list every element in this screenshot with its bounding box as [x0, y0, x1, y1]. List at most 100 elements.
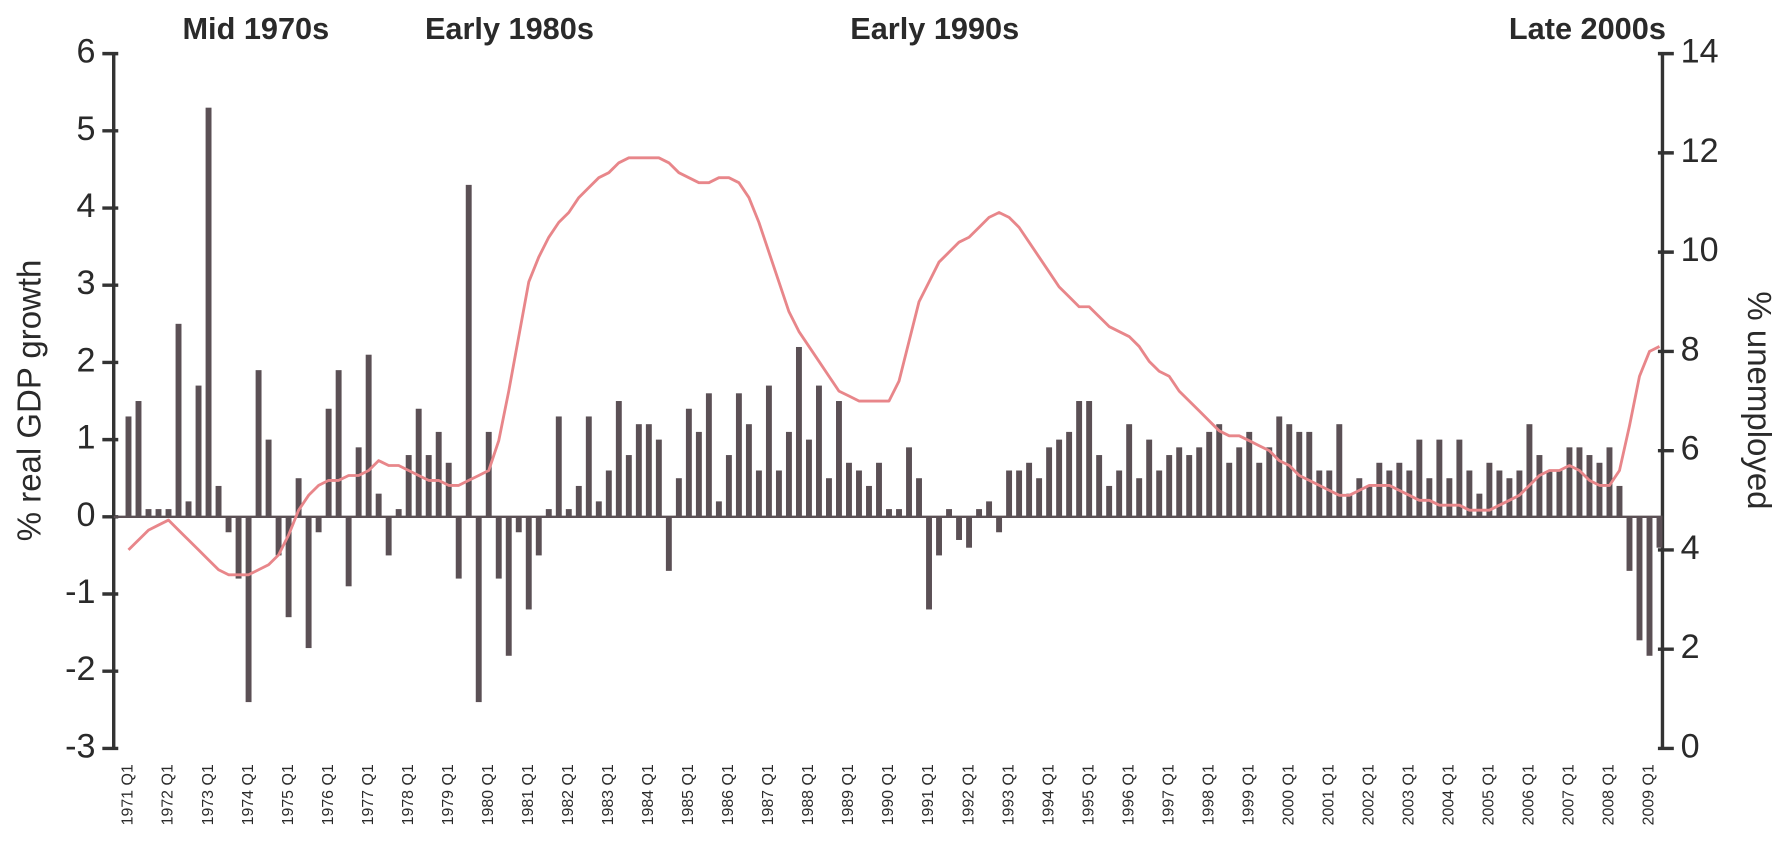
- y-tick-label: -3: [65, 727, 95, 765]
- bar: [1246, 431, 1253, 517]
- bar: [1566, 447, 1573, 517]
- x-tick-label: 2000 Q1: [1280, 764, 1297, 825]
- bar: [635, 424, 642, 517]
- x-tick-label: 1977 Q1: [360, 764, 377, 825]
- bar: [165, 509, 172, 517]
- bar: [1646, 516, 1653, 656]
- bar: [455, 516, 462, 579]
- x-tick-label: 1999 Q1: [1240, 764, 1257, 825]
- bar: [355, 447, 362, 517]
- bar: [655, 439, 662, 517]
- bar: [1536, 455, 1543, 517]
- bar: [1546, 470, 1553, 517]
- y2-tick-label: 4: [1681, 529, 1700, 567]
- y2-tick-label: 2: [1681, 628, 1700, 666]
- bar: [225, 516, 232, 533]
- bar: [1586, 455, 1593, 517]
- bar: [735, 393, 742, 517]
- y2-tick-label: 6: [1681, 430, 1700, 468]
- bar: [1216, 424, 1223, 517]
- bar: [565, 509, 572, 517]
- bar: [1186, 455, 1193, 517]
- y-tick-label: 4: [77, 187, 96, 225]
- bar: [685, 408, 692, 517]
- bar: [1466, 470, 1473, 517]
- bar: [1226, 462, 1233, 517]
- bar: [555, 416, 562, 517]
- bar: [135, 401, 142, 517]
- bar: [665, 516, 672, 571]
- bar: [1256, 462, 1263, 517]
- bar: [295, 478, 302, 517]
- y-tick-label: 5: [77, 110, 96, 148]
- bar: [1606, 447, 1613, 517]
- x-tick-label: 1980 Q1: [480, 764, 497, 825]
- bar: [815, 385, 822, 517]
- bar: [215, 485, 222, 517]
- x-tick-label: 1988 Q1: [800, 764, 817, 825]
- bar: [1176, 447, 1183, 517]
- bar: [986, 501, 993, 517]
- x-tick-label: 1978 Q1: [400, 764, 417, 825]
- y-tick-label: 0: [77, 496, 96, 534]
- x-tick-label: 1987 Q1: [760, 764, 777, 825]
- x-tick-label: 1986 Q1: [720, 764, 737, 825]
- x-tick-label: 1991 Q1: [920, 764, 937, 825]
- bar: [1106, 485, 1113, 517]
- bar: [1636, 516, 1643, 641]
- bar: [1336, 424, 1343, 517]
- bar: [715, 501, 722, 517]
- bar: [1406, 470, 1413, 517]
- x-tick-label: 1984 Q1: [640, 764, 657, 825]
- bar: [916, 478, 922, 517]
- bar: [1326, 470, 1333, 517]
- bar: [1006, 470, 1013, 517]
- bar: [365, 354, 372, 517]
- bar: [996, 516, 1003, 533]
- bar: [1016, 470, 1023, 517]
- bar: [1526, 424, 1533, 517]
- bar: [1086, 401, 1093, 517]
- bar: [775, 470, 782, 517]
- bar: [385, 516, 392, 556]
- bar: [375, 493, 382, 517]
- bar: [1626, 516, 1633, 571]
- bar: [605, 470, 612, 517]
- bar: [1046, 447, 1053, 517]
- annotation: Late 2000s: [1509, 11, 1666, 46]
- x-tick-label: 1982 Q1: [560, 764, 577, 825]
- bar: [836, 401, 842, 517]
- bar: [345, 516, 352, 587]
- bar: [475, 516, 482, 703]
- bar: [1316, 470, 1323, 517]
- bar: [285, 516, 292, 618]
- annotation: Early 1980s: [425, 11, 594, 46]
- bar: [1126, 424, 1133, 517]
- bar: [765, 385, 772, 517]
- x-tick-label: 1998 Q1: [1200, 764, 1217, 825]
- bar: [1386, 470, 1393, 517]
- x-tick-label: 1973 Q1: [200, 764, 217, 825]
- x-tick-label: 1992 Q1: [960, 764, 977, 825]
- bar: [1446, 478, 1453, 517]
- annotation: Mid 1970s: [182, 11, 329, 46]
- bar: [415, 408, 422, 517]
- x-tick-label: 1979 Q1: [440, 764, 457, 825]
- x-tick-label: 2007 Q1: [1561, 764, 1578, 825]
- bar: [866, 485, 872, 517]
- x-tick-label: 1985 Q1: [680, 764, 697, 825]
- bar: [1266, 447, 1273, 517]
- bar: [1596, 462, 1603, 517]
- bar: [545, 509, 552, 517]
- bar: [1236, 447, 1243, 517]
- x-tick-label: 1995 Q1: [1080, 764, 1097, 825]
- bar: [805, 439, 812, 517]
- bar: [265, 439, 272, 517]
- bar: [1306, 431, 1313, 517]
- bar: [856, 470, 862, 517]
- bar: [595, 501, 602, 517]
- bar: [625, 455, 632, 517]
- bar: [445, 462, 452, 517]
- bar: [485, 431, 492, 517]
